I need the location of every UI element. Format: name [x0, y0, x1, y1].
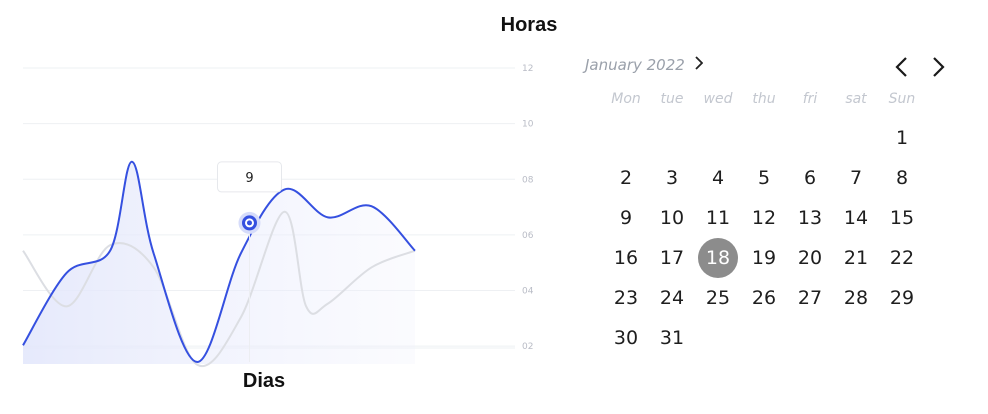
calendar-day[interactable]: 22 — [889, 247, 915, 269]
calendar-day[interactable]: 31 — [659, 327, 685, 349]
next-month-button[interactable] — [925, 52, 953, 82]
calendar-day[interactable]: 15 — [889, 207, 915, 229]
chevron-right-icon — [933, 57, 945, 77]
calendar-day[interactable]: 28 — [843, 287, 869, 309]
calendar-day[interactable]: 4 — [711, 167, 725, 189]
y-tick-label: 12 — [522, 64, 533, 74]
calendar-day[interactable]: 29 — [889, 287, 915, 309]
calendar-day[interactable]: 8 — [895, 167, 909, 189]
y-tick-label: 06 — [522, 231, 534, 241]
chart-tooltip: 9 — [216, 161, 282, 193]
calendar-day[interactable]: 9 — [619, 207, 633, 229]
chart-x-label: Dias — [242, 370, 286, 392]
calendar-day[interactable]: 26 — [751, 287, 777, 309]
previous-month-button[interactable] — [887, 52, 915, 82]
calendar-day[interactable]: 3 — [665, 167, 679, 189]
weekday-label: tue — [660, 91, 684, 107]
chevron-right-icon — [695, 56, 704, 74]
calendar-day[interactable]: 2 — [619, 167, 633, 189]
weekday-label: sat — [845, 91, 867, 107]
chart-y-ticks: 12 10 08 06 04 02 — [522, 64, 534, 352]
calendar-day[interactable]: 30 — [613, 327, 639, 349]
calendar-day[interactable]: 17 — [659, 247, 685, 269]
month-label: January 2022 — [585, 56, 685, 74]
y-tick-label: 08 — [522, 175, 534, 185]
calendar-day[interactable]: 7 — [849, 167, 863, 189]
hours-line-chart: 12 10 08 06 04 02 9 — [22, 64, 534, 368]
calendar-day[interactable]: 20 — [797, 247, 823, 269]
series-1-line — [22, 160, 416, 364]
month-selector[interactable]: January 2022 — [585, 56, 704, 74]
calendar-day[interactable]: 5 — [757, 167, 771, 189]
calendar-day[interactable]: 19 — [751, 247, 777, 269]
weekday-label: Sun — [888, 91, 916, 107]
calendar-day[interactable]: 27 — [797, 287, 823, 309]
series-1-area — [23, 161, 415, 364]
tooltip-value: 9 — [245, 171, 253, 186]
calendar-day[interactable]: 6 — [803, 167, 817, 189]
y-tick-label: 02 — [522, 342, 533, 352]
calendar-day-selected[interactable]: 18 — [698, 238, 738, 278]
weekday-label: fri — [802, 91, 818, 107]
calendar-day[interactable]: 10 — [659, 207, 685, 229]
highlight-point-center — [246, 220, 252, 226]
weekday-label: Mon — [611, 91, 641, 107]
y-tick-label: 04 — [522, 287, 534, 297]
calendar-day[interactable]: 13 — [797, 207, 823, 229]
y-tick-label: 10 — [522, 120, 534, 130]
calendar-day[interactable]: 1 — [895, 127, 909, 149]
calendar-day[interactable]: 24 — [659, 287, 685, 309]
calendar-day[interactable]: 25 — [705, 287, 731, 309]
calendar-day[interactable]: 14 — [843, 207, 869, 229]
calendar-day[interactable]: 23 — [613, 287, 639, 309]
calendar-day[interactable]: 11 — [705, 207, 731, 229]
calendar-day[interactable]: 16 — [613, 247, 639, 269]
chart-title: Horas — [500, 14, 558, 36]
calendar-day[interactable]: 21 — [843, 247, 869, 269]
weekday-label: thu — [752, 91, 776, 107]
calendar-day[interactable]: 12 — [751, 207, 777, 229]
chevron-left-icon — [895, 57, 907, 77]
weekday-label: wed — [703, 91, 733, 107]
